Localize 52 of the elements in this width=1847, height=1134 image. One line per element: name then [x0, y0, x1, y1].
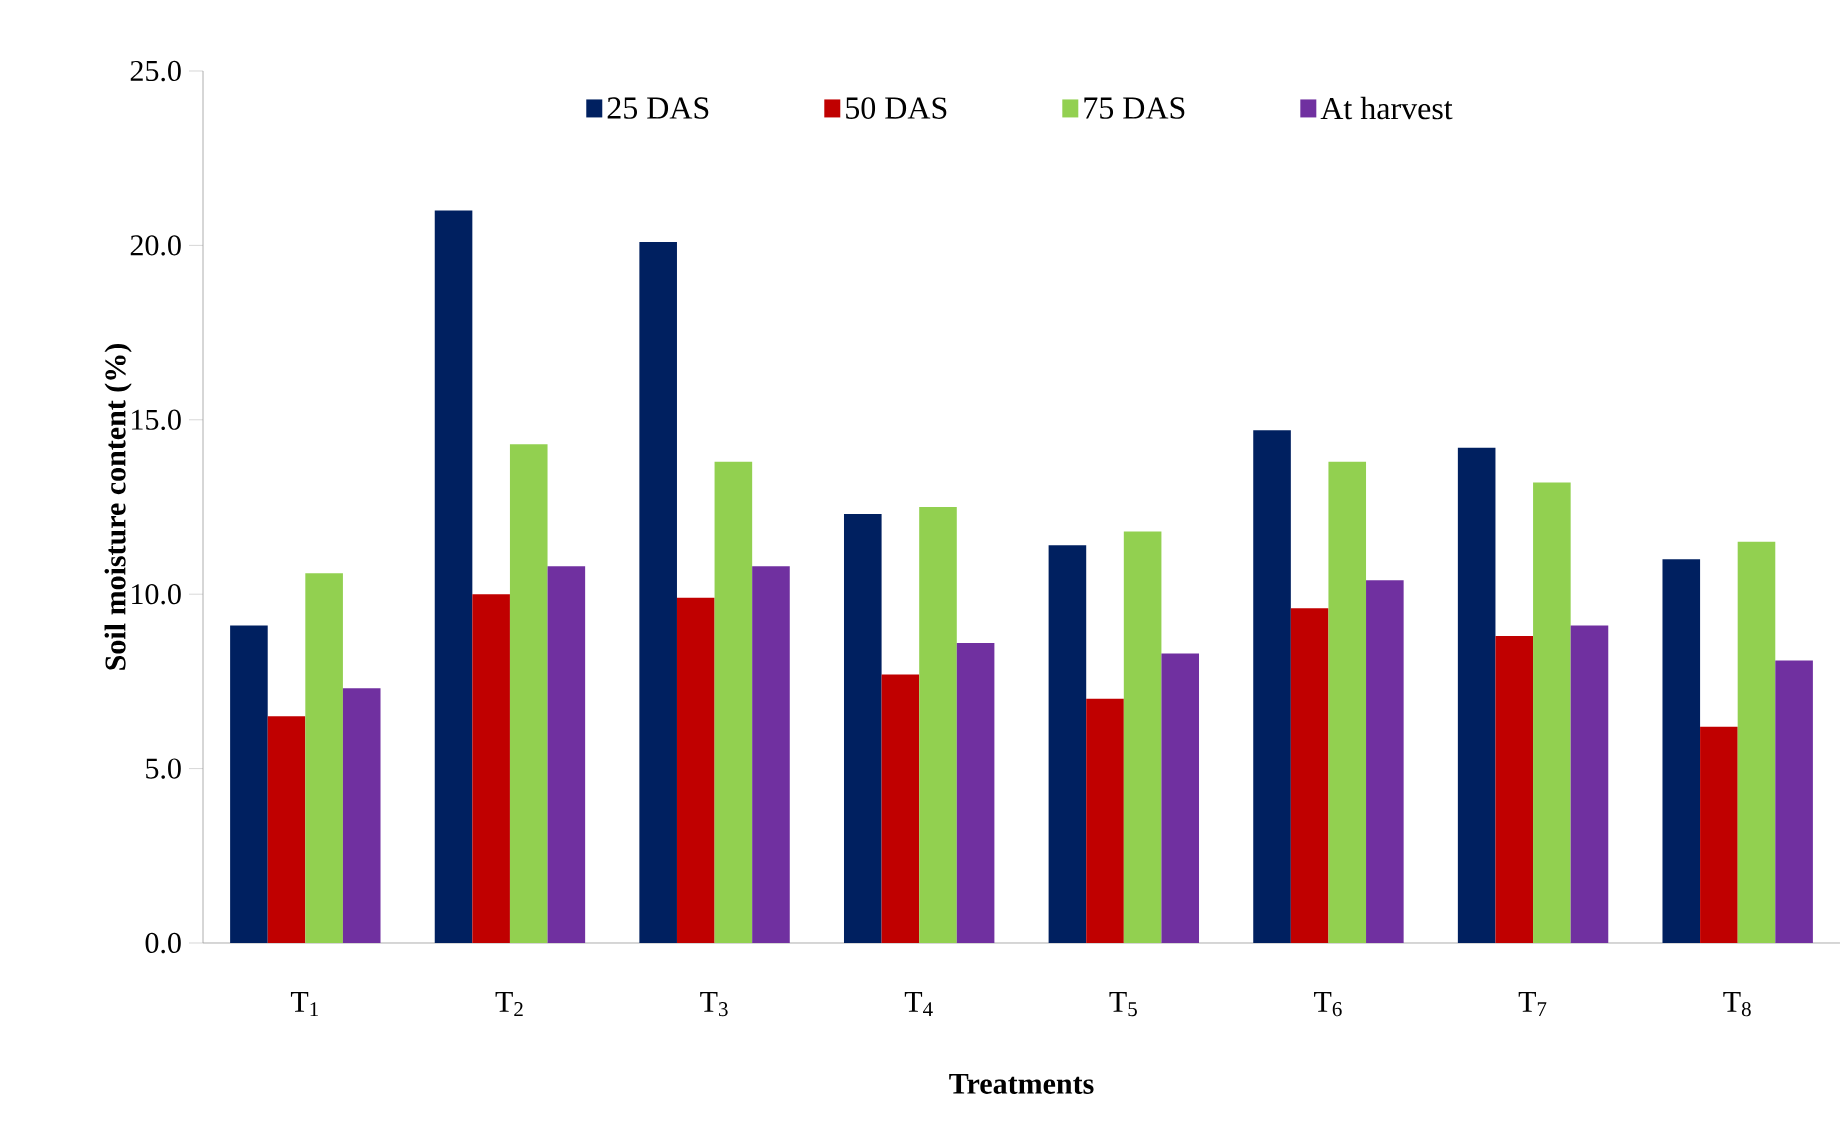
bar: [676, 597, 715, 943]
bar: [1328, 461, 1367, 943]
x-tick-label: T$_{2}$: [495, 992, 523, 1017]
y-tick-label: 15.0: [132, 409, 181, 430]
bar: [342, 688, 381, 943]
bar: [472, 594, 510, 943]
bar: [434, 210, 473, 943]
legend-label: At harvest: [1320, 96, 1453, 120]
y-tick-label: 0.0: [145, 932, 181, 954]
bar: [1775, 660, 1813, 943]
x-tick-label: T$_{3}$: [700, 992, 728, 1017]
bar: [1161, 653, 1200, 943]
bar: [881, 674, 920, 943]
x-tick-label: T$_{7}$: [1518, 992, 1547, 1017]
legend-label: 75 DAS: [1084, 97, 1185, 119]
y-axis-title: Soil moisture content (%): [104, 344, 132, 670]
legend-label: 25 DAS: [607, 97, 709, 119]
x-tick-label: T$_{6}$: [1314, 992, 1342, 1017]
bar: [1048, 545, 1087, 943]
y-tick-label: 5.0: [146, 758, 181, 779]
bar: [547, 566, 586, 943]
bar: [714, 461, 753, 943]
bar: [230, 625, 268, 943]
x-tick-label: T$_{4}$: [904, 992, 933, 1017]
bar: [305, 573, 343, 943]
bar: [843, 513, 882, 943]
bar: [1570, 625, 1609, 943]
bar: [267, 716, 306, 943]
bar: [1662, 559, 1701, 943]
legend-label: 50 DAS: [846, 97, 947, 119]
bar: [1533, 482, 1571, 943]
bar: [1086, 698, 1124, 943]
bar: [1737, 541, 1776, 943]
x-tick-label: T$_{8}$: [1723, 992, 1751, 1017]
bar: [919, 506, 957, 943]
bar: [752, 566, 790, 943]
bar: [1366, 580, 1404, 943]
x-tick-label: T$_{1}$: [290, 992, 318, 1017]
bar: [956, 643, 995, 943]
bar: [639, 241, 677, 943]
bar: [1700, 726, 1738, 943]
bar: [1253, 430, 1291, 943]
bar: [1495, 636, 1534, 943]
bar: [1290, 608, 1329, 943]
y-tick-label: 25.0: [130, 60, 181, 82]
x-tick-label: T$_{5}$: [1109, 992, 1137, 1017]
bar: [1123, 531, 1162, 943]
y-tick-label: 10.0: [132, 584, 181, 605]
y-tick-label: 20.0: [130, 235, 181, 256]
x-axis-title: Treatments: [949, 1073, 1094, 1094]
bar: [1457, 447, 1496, 943]
bar: [509, 444, 548, 943]
